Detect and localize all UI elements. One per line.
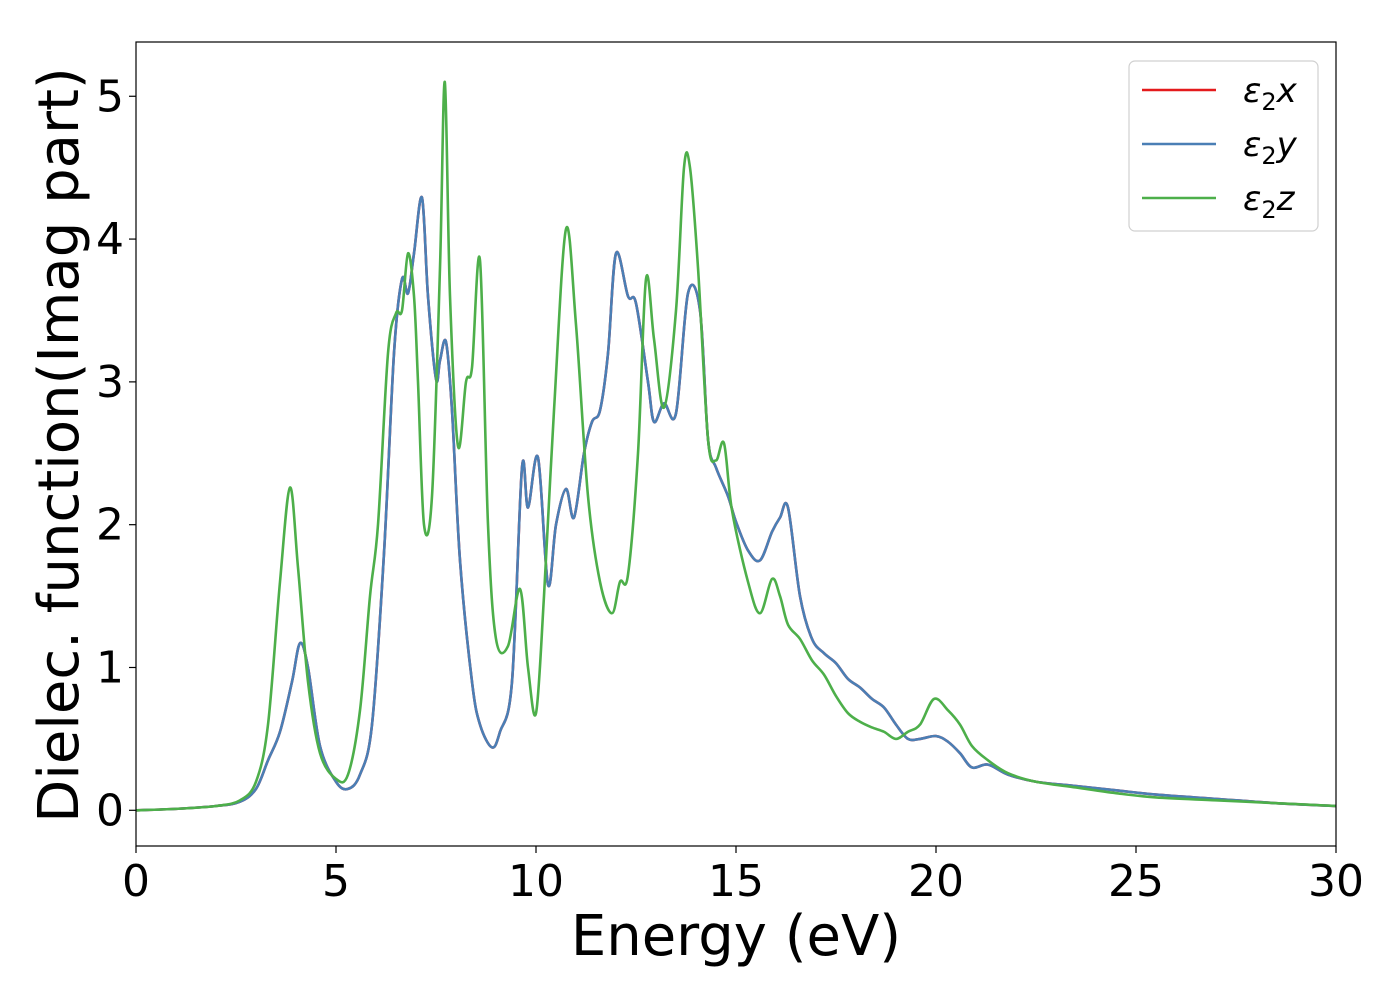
x-tick-label: 0	[122, 856, 150, 907]
y-tick-label: 3	[96, 357, 124, 408]
y-tick-label: 5	[96, 71, 124, 122]
plot-area	[136, 80, 1336, 812]
x-tick-label: 10	[508, 856, 564, 907]
legend-label-x: ε2x	[1243, 71, 1298, 116]
x-axis-title: Energy (eV)	[571, 904, 901, 969]
x-tick-label: 25	[1108, 856, 1164, 907]
y-tick-label: 2	[96, 500, 124, 551]
legend-label-y: ε2y	[1243, 125, 1298, 170]
y-tick-label: 0	[96, 785, 124, 836]
x-tick-label: 20	[908, 856, 964, 907]
legend-label-z: ε2z	[1243, 179, 1296, 224]
series-line-y	[136, 195, 1336, 812]
x-tick-label: 30	[1308, 856, 1364, 907]
series-lines	[136, 80, 1336, 812]
legend-box	[1128, 60, 1319, 232]
x-tick-label: 15	[708, 856, 764, 907]
series-line-z	[136, 80, 1336, 812]
axes: 0 5 10 15 20 25 30 0 1 2 3 4 5	[96, 41, 1364, 907]
y-tick-label: 1	[96, 642, 124, 693]
legend: ε2x ε2y ε2z	[1128, 60, 1319, 232]
x-tick-label: 5	[322, 856, 350, 907]
y-axis-title: Dielec. function(Imag part)	[27, 67, 92, 823]
y-tick-label: 4	[96, 214, 124, 265]
